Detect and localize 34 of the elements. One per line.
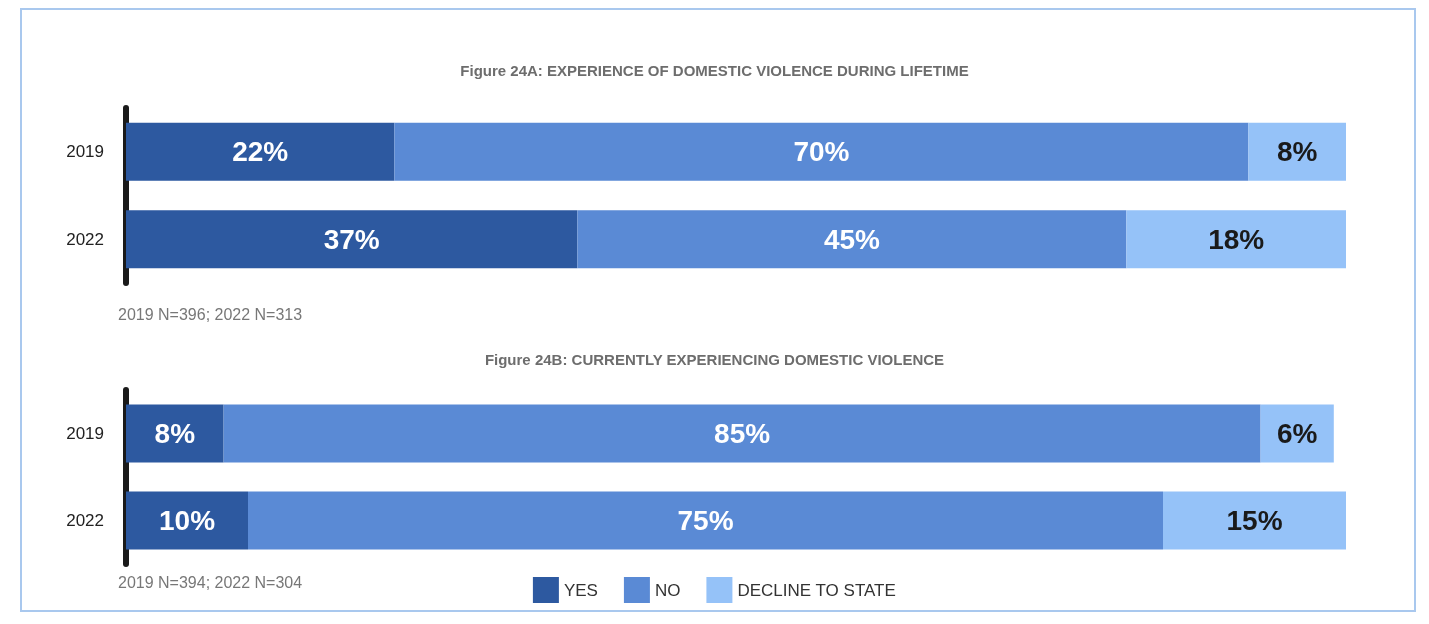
bar <box>1163 491 1346 550</box>
legend-label: DECLINE TO STATE <box>737 580 896 600</box>
data-label: 8% <box>1276 136 1318 168</box>
chart-title: Figure 24B: CURRENTLY EXPERIENCING DOMESTIC VIOLENCE <box>484 351 945 368</box>
bar <box>126 491 248 550</box>
bar <box>1248 122 1346 181</box>
legend-label: NO <box>654 580 681 600</box>
data-label: 75% <box>677 505 734 536</box>
data-label: 18% <box>1208 223 1265 255</box>
data-label: 70% <box>793 136 850 168</box>
legend-label: YES <box>563 580 598 600</box>
data-label: 85% <box>714 418 771 449</box>
data-label: 37% <box>323 223 380 255</box>
y-tick-label: 2022 <box>66 511 104 530</box>
bar <box>223 404 1261 463</box>
data-label: 6% <box>1276 418 1318 449</box>
text: 2019 N=396; 2022 N=313 <box>118 305 303 323</box>
bar <box>126 122 395 181</box>
bar <box>126 210 578 269</box>
bar <box>126 404 224 463</box>
bar <box>394 122 1249 181</box>
bar <box>577 210 1127 269</box>
data-label: 10% <box>158 505 216 536</box>
y-tick-label: 2019 <box>66 142 104 162</box>
data-label: 22% <box>232 136 289 168</box>
chart-title: Figure 24A: EXPERIENCE OF DOMESTIC VIOLENCE DURING LIFETIME <box>460 62 969 79</box>
y-tick-label: 2019 <box>66 424 104 443</box>
text: 2019 N=394; 2022 N=304 <box>118 573 303 591</box>
data-label: 45% <box>823 223 881 255</box>
y-tick-label: 2022 <box>66 229 104 249</box>
bar <box>248 491 1163 550</box>
data-label: 15% <box>1226 505 1283 536</box>
data-label: 8% <box>154 418 196 449</box>
bar <box>1126 210 1346 269</box>
